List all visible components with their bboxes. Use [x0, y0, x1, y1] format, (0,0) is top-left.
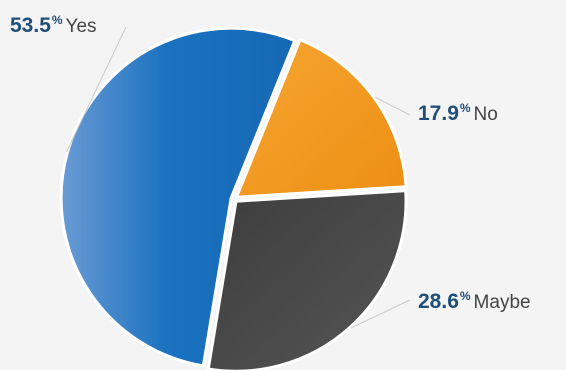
percent-value-no: 17.9 [418, 102, 459, 125]
pie-slice-no [234, 38, 408, 199]
percent-value-yes: 53.5 [10, 14, 51, 37]
pie-slice-maybe [206, 189, 408, 370]
slice-label-yes: 53.5% Yes [10, 14, 97, 36]
percent-symbol-no: % [459, 101, 471, 115]
leader-line-yes [66, 26, 127, 153]
slice-label-maybe: 28.6% Maybe [418, 290, 531, 312]
category-label-no: No [473, 104, 498, 125]
leader-line-no [374, 96, 411, 116]
percent-symbol-maybe: % [459, 289, 471, 303]
percent-value-maybe: 28.6 [418, 290, 459, 313]
slice-label-no: 17.9% No [418, 102, 498, 124]
category-label-maybe: Maybe [473, 292, 531, 313]
pie-slice-yes [59, 26, 297, 368]
category-label-yes: Yes [65, 16, 97, 37]
leader-line-maybe [350, 299, 411, 329]
percent-symbol-yes: % [51, 13, 63, 27]
